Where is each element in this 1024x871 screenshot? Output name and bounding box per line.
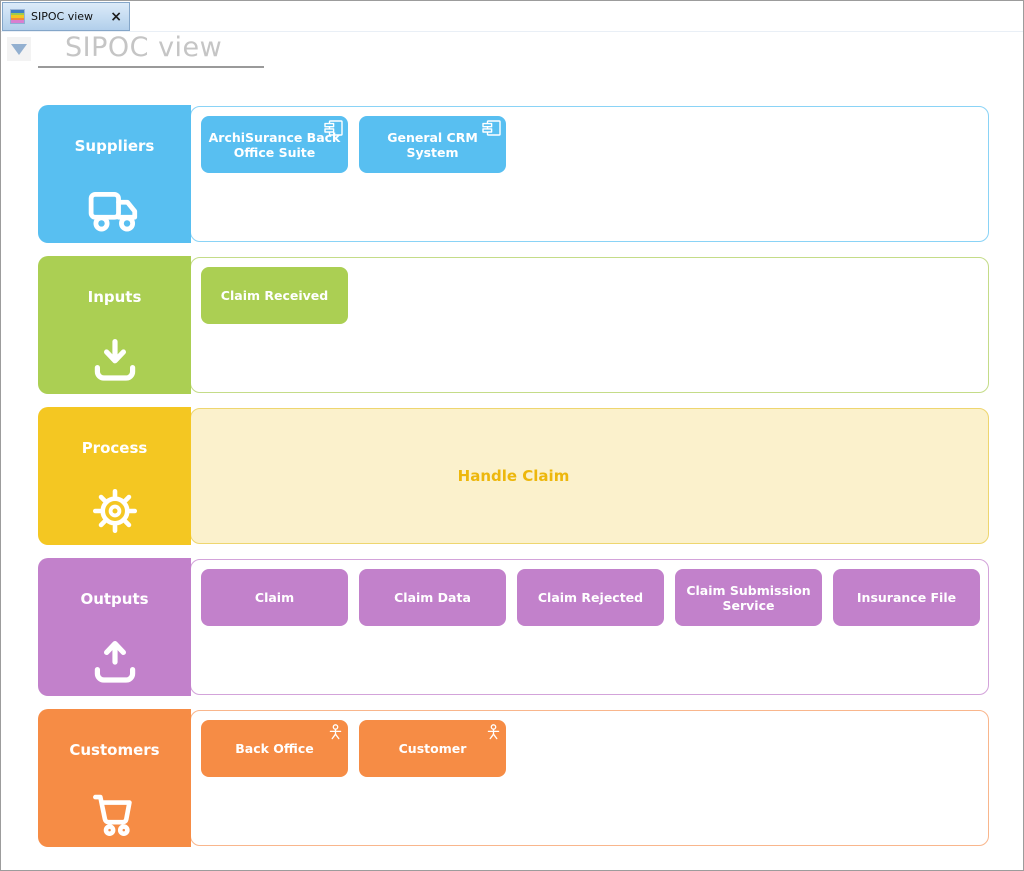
item-label: General CRM System	[387, 129, 478, 160]
item-label: ArchiSurance Back Office Suite	[208, 129, 341, 160]
center-process-label[interactable]: Handle Claim	[457, 467, 570, 485]
truck-icon	[88, 190, 142, 232]
band-content-process[interactable]	[190, 408, 989, 544]
band-items: Back Office Customer	[201, 720, 506, 777]
band-suppliers: Suppliers ArchiSurance Back Office Suite	[38, 105, 989, 243]
band-label: Inputs	[87, 288, 142, 306]
page-title: SIPOC view	[65, 32, 223, 63]
item-label: Claim Submission Service	[686, 582, 811, 613]
item-label: Claim Data	[394, 590, 471, 605]
item-label: Claim Rejected	[537, 590, 644, 605]
band-items: Claim Received	[201, 267, 348, 324]
item-insurance-file[interactable]: Insurance File	[833, 569, 980, 626]
item-claim[interactable]: Claim	[201, 569, 348, 626]
cart-icon	[89, 790, 141, 836]
item-general-crm-system[interactable]: General CRM System	[359, 116, 506, 173]
item-label: Claim Received	[220, 288, 329, 303]
tab-bar: SIPOC view ×	[1, 1, 1023, 32]
band-outputs: Outputs Claim Claim Data Claim Reject	[38, 558, 989, 696]
item-back-office[interactable]: Back Office	[201, 720, 348, 777]
item-label: Insurance File	[856, 590, 957, 605]
actor-badge-icon	[486, 724, 501, 741]
band-header[interactable]: Outputs	[38, 558, 191, 696]
band-header[interactable]: Customers	[38, 709, 191, 847]
band-customers: Customers Back Office	[38, 709, 989, 847]
band-items: ArchiSurance Back Office Suite General C…	[201, 116, 506, 173]
chevron-down-icon	[11, 43, 27, 55]
band-items: Claim Claim Data Claim Rejected Claim Su…	[201, 569, 980, 626]
component-badge-icon	[324, 120, 343, 136]
download-tray-icon	[91, 337, 139, 383]
tab-sipoc-view[interactable]: SIPOC view ×	[2, 2, 130, 31]
title-underline	[38, 66, 264, 68]
gear-icon	[92, 488, 138, 534]
band-label: Outputs	[80, 590, 149, 608]
tab-label: SIPOC view	[31, 10, 94, 23]
band-label: Customers	[69, 741, 160, 759]
item-archisurance-back-office-suite[interactable]: ArchiSurance Back Office Suite	[201, 116, 348, 173]
band-inputs: Inputs Claim Received	[38, 256, 989, 394]
item-claim-data[interactable]: Claim Data	[359, 569, 506, 626]
item-customer[interactable]: Customer	[359, 720, 506, 777]
band-header[interactable]: Process	[38, 407, 191, 545]
upload-tray-icon	[91, 639, 139, 685]
band-label: Suppliers	[74, 137, 155, 155]
item-claim-rejected[interactable]: Claim Rejected	[517, 569, 664, 626]
item-label: Claim	[254, 590, 295, 605]
close-icon[interactable]: ×	[110, 8, 122, 25]
item-label: Back Office	[235, 741, 314, 756]
band-header[interactable]: Inputs	[38, 256, 191, 394]
sipoc-view-icon	[10, 9, 25, 24]
band-process: Process Handle	[38, 407, 989, 545]
component-badge-icon	[482, 120, 501, 136]
band-header[interactable]: Suppliers	[38, 105, 191, 243]
item-claim-received[interactable]: Claim Received	[201, 267, 348, 324]
item-label: Customer	[398, 741, 467, 756]
collapse-button[interactable]	[7, 37, 31, 61]
actor-badge-icon	[328, 724, 343, 741]
band-label: Process	[81, 439, 148, 457]
item-claim-submission-service[interactable]: Claim Submission Service	[675, 569, 822, 626]
